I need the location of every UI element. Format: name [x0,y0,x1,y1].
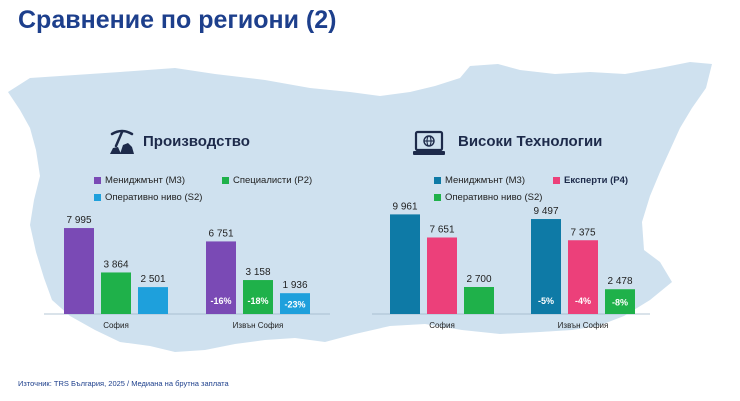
bar [138,287,168,314]
value-label: 3 158 [245,267,270,278]
diff-label: -5% [538,296,554,306]
category-label: София [429,321,455,330]
value-label: 2 501 [140,274,165,285]
diff-label: -23% [284,300,305,310]
legend-swatch [94,177,101,184]
category-label: София [103,321,129,330]
legend-label: Оперативно ниво (S2) [445,192,543,203]
value-label: 3 864 [103,259,128,270]
diff-label: -4% [575,296,591,306]
bar [206,241,236,314]
bar [568,240,598,314]
category-label: Извън София [233,321,284,330]
value-label: 2 700 [466,274,491,285]
legend-specialists: Специалисти (P2) [222,175,312,186]
legend-label: Експерти (P4) [564,175,629,186]
bar [605,289,635,314]
value-label: 7 651 [429,224,454,235]
bar [243,280,273,314]
category-label: Извън София [558,321,609,330]
legend-swatch [553,177,560,184]
legend-management-prod: Мениджмънт (M3) [94,175,185,186]
value-label: 6 751 [208,228,233,239]
value-label: 9 497 [533,206,558,217]
legend-label: Мениджмънт (M3) [445,175,525,186]
legend-operative-tech: Оперативно ниво (S2) [434,192,542,203]
legend-swatch [434,194,441,201]
bar [390,214,420,314]
value-label: 9 961 [392,201,417,212]
value-label: 1 936 [282,280,307,291]
legend-experts: Експерти (P4) [553,175,628,186]
value-label: 2 478 [607,276,632,287]
value-label: 7 375 [570,227,595,238]
legend-swatch [222,177,229,184]
legend-swatch [94,194,101,201]
bar [531,219,561,314]
diff-label: -8% [612,298,628,308]
bar [64,228,94,314]
pickaxe-rocks-icon [110,129,134,154]
legend-label: Мениджмънт (M3) [105,175,185,186]
bar [427,237,457,314]
tech-heading: Високи Технологии [458,133,603,150]
source-note: Източник: TRS България, 2025 / Медиана н… [18,379,229,388]
legend-label: Оперативно ниво (S2) [105,192,203,203]
value-label: 7 995 [66,215,91,226]
legend-swatch [434,177,441,184]
bar [101,272,131,314]
page-title: Сравнение по региони (2) [18,6,337,34]
diff-label: -18% [247,296,268,306]
legend-management-tech: Мениджмънт (M3) [434,175,525,186]
bar [464,287,494,314]
diff-label: -16% [210,296,231,306]
legend-label: Специалисти (P2) [233,175,313,186]
production-heading: Производство [143,133,250,150]
legend-operative-prod: Оперативно ниво (S2) [94,192,202,203]
laptop-globe-icon [413,130,445,155]
bar [280,293,310,314]
